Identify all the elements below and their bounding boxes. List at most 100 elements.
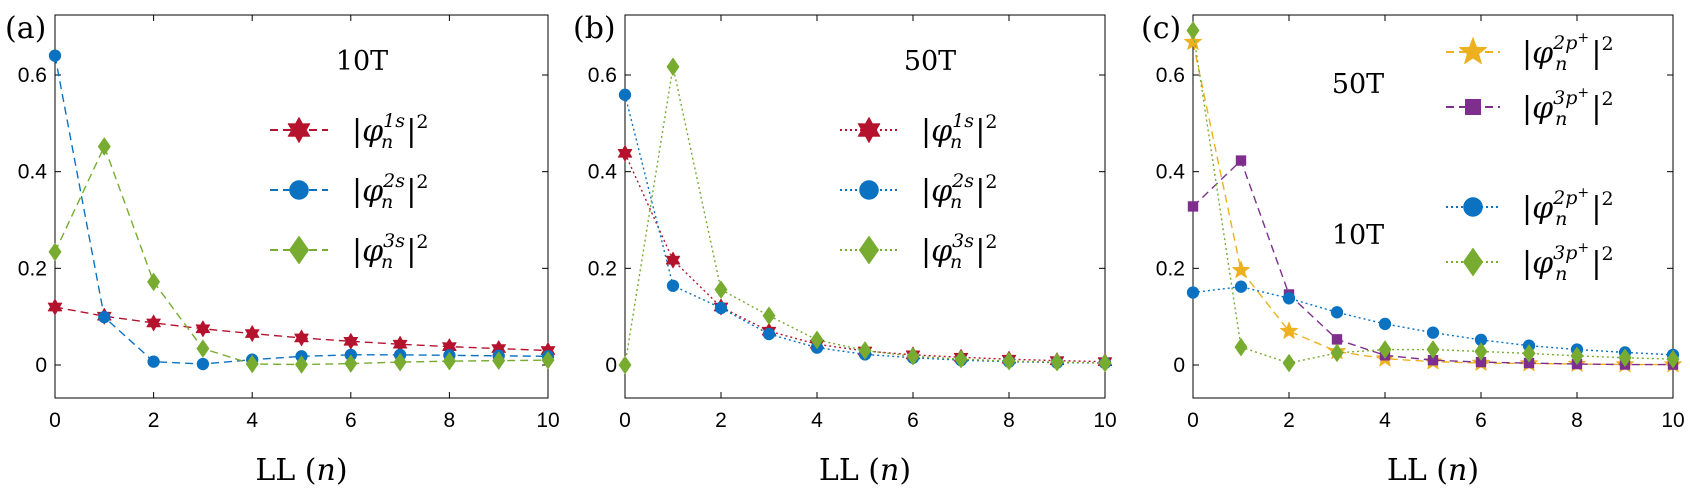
- legend-entry: |φ3p+ n |2: [1446, 85, 1614, 130]
- x-tick-label: 6: [1475, 409, 1487, 432]
- x-tick-label: 6: [345, 409, 357, 432]
- legend-label: |φ3s n |2: [921, 230, 997, 273]
- y-tick-label: 0.4: [18, 161, 48, 184]
- legend-marker: [1458, 37, 1488, 65]
- x-tick-label: 0: [619, 409, 631, 432]
- data-point: [344, 354, 358, 373]
- legend-label: |φ1s n |2: [352, 110, 428, 153]
- y-tick-label: 0.6: [18, 64, 47, 87]
- y-tick-label: 0: [35, 354, 47, 377]
- panel-label: (a): [5, 11, 46, 46]
- panel-1: 0 2 4 6 8 10 0 0.2 0.4 0.6 (a) LL (n) 10T |φ1s n |2 |φ2s…: [5, 11, 560, 488]
- legend-entry: |φ2s n |2: [840, 170, 997, 213]
- data-point: [1232, 260, 1250, 278]
- field-label: 50T: [1332, 69, 1384, 100]
- data-point: [1378, 340, 1392, 359]
- legend-marker: [289, 235, 309, 265]
- data-point: [48, 49, 62, 62]
- x-tick-label: 2: [148, 409, 160, 432]
- x-tick-label: 6: [907, 409, 919, 432]
- x-tick-label: 10: [536, 409, 559, 432]
- data-point: [1474, 342, 1488, 361]
- x-tick-label: 4: [811, 409, 823, 432]
- x-tick-label: 10: [1661, 409, 1684, 432]
- legend-label: |φ2s n |2: [921, 170, 997, 213]
- x-tick-label: 8: [1571, 409, 1583, 432]
- legend-label: |φ3s n |2: [352, 230, 428, 273]
- series-4: [1186, 21, 1680, 373]
- axes-box: [624, 14, 1106, 399]
- legend-entry: |φ3p+ n |2: [1446, 240, 1614, 285]
- data-point: [1618, 348, 1632, 367]
- x-tick-label: 0: [1187, 409, 1199, 432]
- legend-label: |φ1s n |2: [921, 110, 997, 153]
- data-point: [98, 310, 111, 324]
- data-point: [147, 272, 160, 291]
- panel-2: 0 2 4 6 8 10 0 0.2 0.4 0.6 (b) LL (n) 50T |φ1s n |2 |φ2s…: [573, 11, 1117, 488]
- data-point: [762, 306, 776, 325]
- x-tick-label: 8: [444, 409, 456, 432]
- x-axis-label: LL (n): [255, 453, 347, 488]
- data-point: [146, 314, 161, 332]
- legend-label: |φ3p+ n |2: [1522, 85, 1614, 130]
- series-1: [47, 298, 556, 359]
- y-tick-label: 0: [605, 354, 617, 377]
- x-tick-label: 0: [49, 409, 61, 432]
- data-point: [1331, 334, 1343, 345]
- data-point: [343, 333, 359, 350]
- data-point: [195, 320, 211, 338]
- series-line: [54, 55, 549, 365]
- data-point: [97, 137, 111, 156]
- legend-entry: |φ1s n |2: [270, 110, 428, 153]
- data-point: [617, 145, 633, 162]
- data-point: [1186, 21, 1200, 40]
- data-point: [1235, 155, 1247, 166]
- legend-entry: |φ3s n |2: [270, 230, 428, 273]
- y-tick-label: 0.2: [18, 257, 47, 280]
- data-point: [1234, 280, 1248, 293]
- legend-label: |φ2s n |2: [352, 170, 428, 213]
- series-line: [624, 66, 1106, 366]
- data-point: [666, 279, 680, 292]
- data-point: [295, 355, 308, 374]
- panel-label: (c): [1141, 11, 1181, 46]
- data-point: [245, 355, 259, 374]
- series-3: [48, 137, 555, 374]
- data-point: [196, 357, 210, 371]
- data-point: [810, 330, 824, 349]
- legend-label: |φ2p+ n |2: [1522, 30, 1614, 75]
- data-point: [1187, 201, 1199, 212]
- data-point: [244, 325, 260, 342]
- legend-marker: [859, 180, 879, 200]
- data-point: [541, 351, 555, 370]
- data-point: [443, 352, 456, 371]
- data-point: [762, 327, 776, 341]
- data-point: [1426, 326, 1440, 339]
- x-tick-label: 4: [246, 409, 258, 432]
- field-label: 10T: [336, 46, 388, 77]
- data-point: [666, 57, 680, 76]
- y-tick-label: 0.2: [588, 257, 617, 280]
- legend-marker: [1463, 247, 1483, 277]
- legend-marker: [287, 117, 311, 143]
- data-point: [294, 329, 309, 347]
- data-point: [48, 242, 62, 261]
- legend-marker: [1463, 197, 1483, 217]
- data-point: [1666, 350, 1680, 369]
- data-point: [714, 280, 728, 299]
- field-label: 10T: [1332, 220, 1384, 251]
- series-line: [1192, 159, 1673, 366]
- data-point: [858, 341, 872, 360]
- panel-3: 0 2 4 6 8 10 0 0.2 0.4 0.6 (c) LL (n) 50T 10T |φ2p+ n |2…: [1141, 11, 1685, 488]
- data-point: [393, 353, 407, 372]
- x-tick-label: 2: [1283, 409, 1295, 432]
- y-tick-label: 0.2: [1156, 257, 1185, 280]
- series-2: [48, 49, 555, 371]
- legend-label: |φ2p+ n |2: [1522, 185, 1614, 230]
- data-point: [1282, 292, 1296, 305]
- y-tick-label: 0.4: [1156, 161, 1186, 184]
- legend-marker: [1465, 99, 1481, 115]
- data-point: [1378, 317, 1392, 331]
- data-point: [147, 355, 160, 368]
